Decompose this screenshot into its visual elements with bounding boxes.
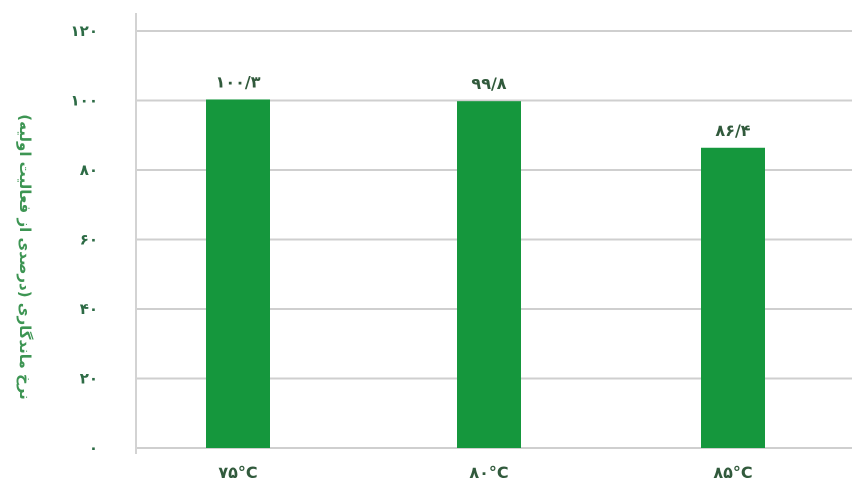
bar-3: [701, 147, 765, 448]
labels-layer: ۱۰۰/۳ ۷۵°C ۹۹/۸ ۸۰°C ۸۶/۴ ۸۵°C: [216, 72, 753, 482]
y-tick-label-80: ۸۰: [80, 161, 98, 179]
data-label-1: ۱۰۰/۳: [216, 72, 261, 91]
y-axis-title: نرخ ماندگاری (درصدی از فعالیت اولیه): [16, 114, 34, 399]
y-tick-label-120: ۱۲۰: [71, 22, 98, 40]
bars-layer: [206, 99, 765, 449]
y-tick-label-40: ۴۰: [80, 300, 98, 318]
data-label-2: ۹۹/۸: [471, 74, 506, 93]
y-tick-label-20: ۲۰: [80, 370, 98, 388]
y-tick-label-100: ۱۰۰: [71, 92, 98, 110]
y-tick-label-60: ۶۰: [80, 231, 98, 249]
bar-2: [457, 101, 521, 448]
data-label-3: ۸۶/۴: [715, 121, 750, 140]
x-tick-label-2: ۸۰°C: [469, 463, 508, 482]
x-tick-label-1: ۷۵°C: [218, 463, 257, 482]
x-tick-label-3: ۸۵°C: [713, 463, 752, 482]
bar-1: [206, 99, 270, 449]
y-tick-label-0: ۰: [89, 439, 98, 457]
axis-layer: ۰ ۲۰ ۴۰ ۶۰ ۸۰ ۱۰۰ ۱۲۰: [71, 13, 137, 457]
